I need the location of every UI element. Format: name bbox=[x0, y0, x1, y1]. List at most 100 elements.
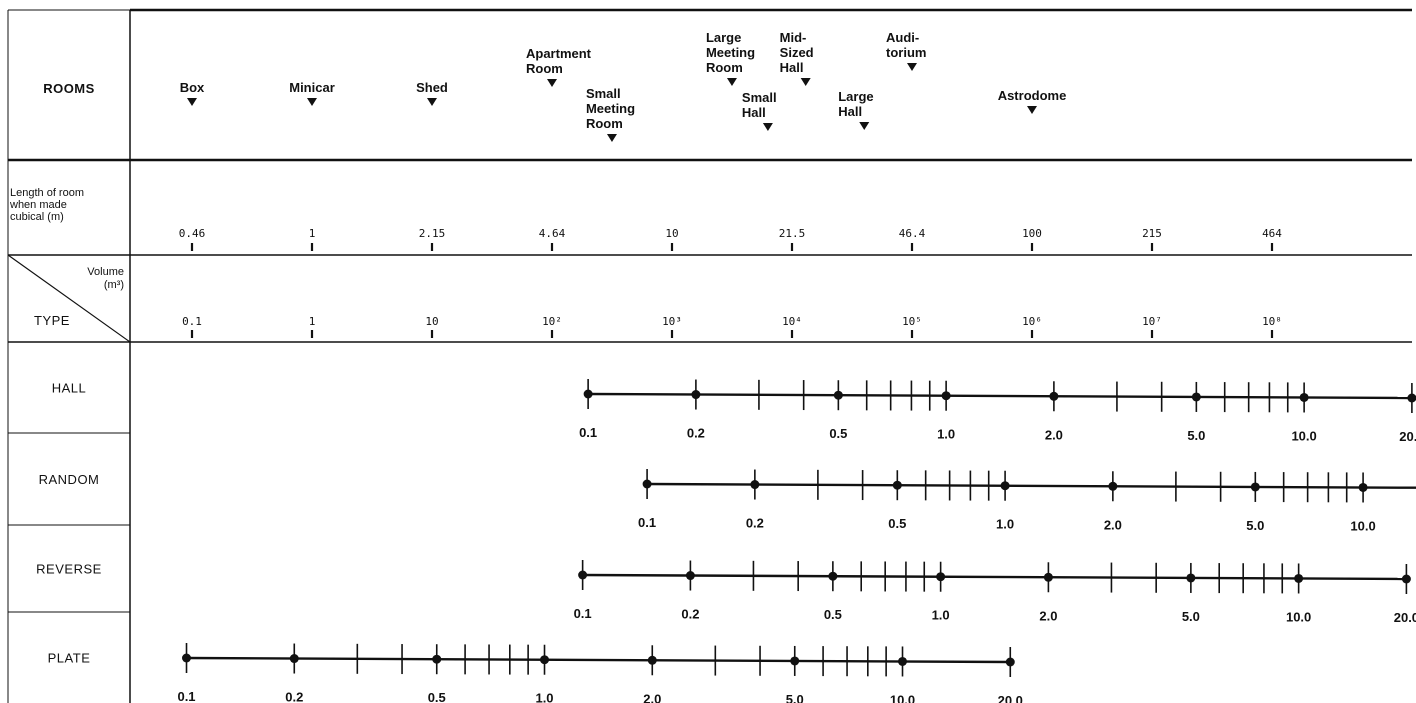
room-marker-box: Box bbox=[180, 80, 205, 106]
room-name-line: Small bbox=[586, 86, 621, 101]
scale-dot bbox=[1250, 482, 1260, 492]
scale-line bbox=[582, 573, 1407, 581]
room-name-line: Audi- bbox=[886, 30, 919, 45]
length-value: 215 bbox=[1142, 227, 1162, 240]
reverberation-label: 0.5 bbox=[829, 426, 847, 441]
reverberation-label: 10.0 bbox=[1350, 518, 1375, 533]
reverberation-label: 0.5 bbox=[428, 690, 446, 703]
table-grid bbox=[7, 8, 1412, 703]
room-name-line: Minicar bbox=[289, 80, 335, 95]
volume-type-diagonal bbox=[7, 254, 131, 343]
room-type-label: PLATE bbox=[48, 651, 91, 666]
room-type-rows: HALL 0.1 0.2 0.5 1.0 2.0 5.0 10.0 20.0 RANDOM 0.1 0… bbox=[36, 379, 1416, 703]
length-value: 2.15 bbox=[419, 227, 446, 240]
volume-value: 10⁸ bbox=[1262, 315, 1282, 328]
room-name-line: Astrodome bbox=[998, 88, 1067, 103]
length-value: 46.4 bbox=[899, 227, 926, 240]
room-marker-audi-torium: Audi-torium bbox=[886, 30, 926, 71]
reverberation-label: 2.0 bbox=[1039, 608, 1057, 623]
length-value: 0.46 bbox=[179, 227, 206, 240]
down-triangle-icon bbox=[606, 134, 617, 142]
room-name-line: Room bbox=[706, 60, 743, 75]
scale-dot bbox=[892, 480, 902, 490]
reverberation-label: 1.0 bbox=[932, 608, 950, 623]
length-row-label: cubical (m) bbox=[10, 211, 64, 223]
scale-dot bbox=[1358, 482, 1368, 492]
volume-value: 10⁴ bbox=[782, 315, 802, 328]
type-label: TYPE bbox=[34, 313, 70, 328]
reverberation-label: 10.0 bbox=[1291, 428, 1316, 443]
reverberation-label: 0.2 bbox=[681, 607, 699, 622]
scale-dot bbox=[898, 656, 908, 666]
scale-dot bbox=[1108, 481, 1118, 491]
down-triangle-icon bbox=[859, 122, 870, 130]
room-name-line: Room bbox=[586, 116, 623, 131]
scale-dot bbox=[833, 390, 843, 400]
reverberation-label: 2.0 bbox=[643, 691, 661, 703]
room-marker-minicar: Minicar bbox=[289, 80, 335, 106]
scale-line bbox=[647, 482, 1416, 489]
scale-dot bbox=[642, 479, 652, 489]
room-type-label: REVERSE bbox=[36, 562, 102, 577]
reverberation-label: 10.0 bbox=[1286, 609, 1311, 624]
room-name-line: Sized bbox=[780, 45, 814, 60]
down-triangle-icon bbox=[800, 78, 811, 86]
scale-dot bbox=[790, 656, 800, 666]
rooms-label: ROOMS bbox=[43, 81, 95, 96]
scale-dot bbox=[1191, 392, 1201, 402]
scale-dot bbox=[941, 391, 951, 401]
reverberation-label: 2.0 bbox=[1104, 517, 1122, 532]
room-type-label: RANDOM bbox=[39, 472, 100, 487]
reverberation-label: 1.0 bbox=[535, 691, 553, 703]
reverberation-label: 0.5 bbox=[888, 516, 906, 531]
volume-diagonal-label: Volume bbox=[87, 266, 124, 278]
reverberation-label: 0.2 bbox=[285, 690, 303, 703]
down-triangle-icon bbox=[427, 98, 437, 106]
room-name-line: Mid- bbox=[780, 30, 807, 45]
reverberation-label: 5.0 bbox=[1246, 518, 1264, 533]
scale-dot bbox=[578, 570, 588, 580]
room-type-label: HALL bbox=[52, 381, 87, 396]
scale-dot bbox=[1299, 392, 1309, 402]
scale-dot bbox=[540, 655, 550, 665]
reverberation-label: 0.1 bbox=[177, 689, 195, 703]
length-row-label: Length of room bbox=[10, 187, 84, 199]
scale-dot bbox=[1000, 481, 1010, 491]
room-name-line: Hall bbox=[838, 104, 862, 119]
scale-dot bbox=[1401, 574, 1411, 584]
length-value: 4.64 bbox=[539, 227, 566, 240]
scale-dot bbox=[289, 654, 299, 664]
scale-dot bbox=[647, 655, 657, 665]
reverberation-label: 20.0 bbox=[1399, 429, 1416, 444]
reverberation-label: 5.0 bbox=[1187, 428, 1205, 443]
room-name-line: Hall bbox=[780, 60, 804, 75]
reverberation-label: 5.0 bbox=[1182, 609, 1200, 624]
scale-dot bbox=[182, 653, 192, 663]
reverberation-label: 0.2 bbox=[746, 516, 764, 531]
reverberation-label: 0.1 bbox=[579, 425, 597, 440]
scale-dot bbox=[1407, 393, 1416, 403]
reverberation-label: 0.5 bbox=[824, 607, 842, 622]
room-name-line: Large bbox=[706, 30, 741, 45]
length-value: 10 bbox=[665, 227, 678, 240]
reverberation-label: 0.2 bbox=[687, 426, 705, 441]
room-type-row-plate: PLATE 0.1 0.2 0.5 1.0 2.0 5.0 10.0 20.0 bbox=[48, 643, 1023, 703]
scale-dot bbox=[691, 390, 701, 400]
room-name-line: Small bbox=[742, 90, 777, 105]
scale-dot bbox=[1049, 391, 1059, 401]
room-name-line: Shed bbox=[416, 80, 448, 95]
volume-value: 1 bbox=[309, 315, 316, 328]
reverberation-label: 1.0 bbox=[937, 427, 955, 442]
scale-dot bbox=[1005, 657, 1015, 667]
length-row-label: when made bbox=[9, 199, 67, 211]
volume-value: 10 bbox=[425, 315, 438, 328]
scale-dot bbox=[828, 571, 838, 581]
room-name-line: torium bbox=[886, 45, 926, 60]
volume-value: 0.1 bbox=[182, 315, 202, 328]
